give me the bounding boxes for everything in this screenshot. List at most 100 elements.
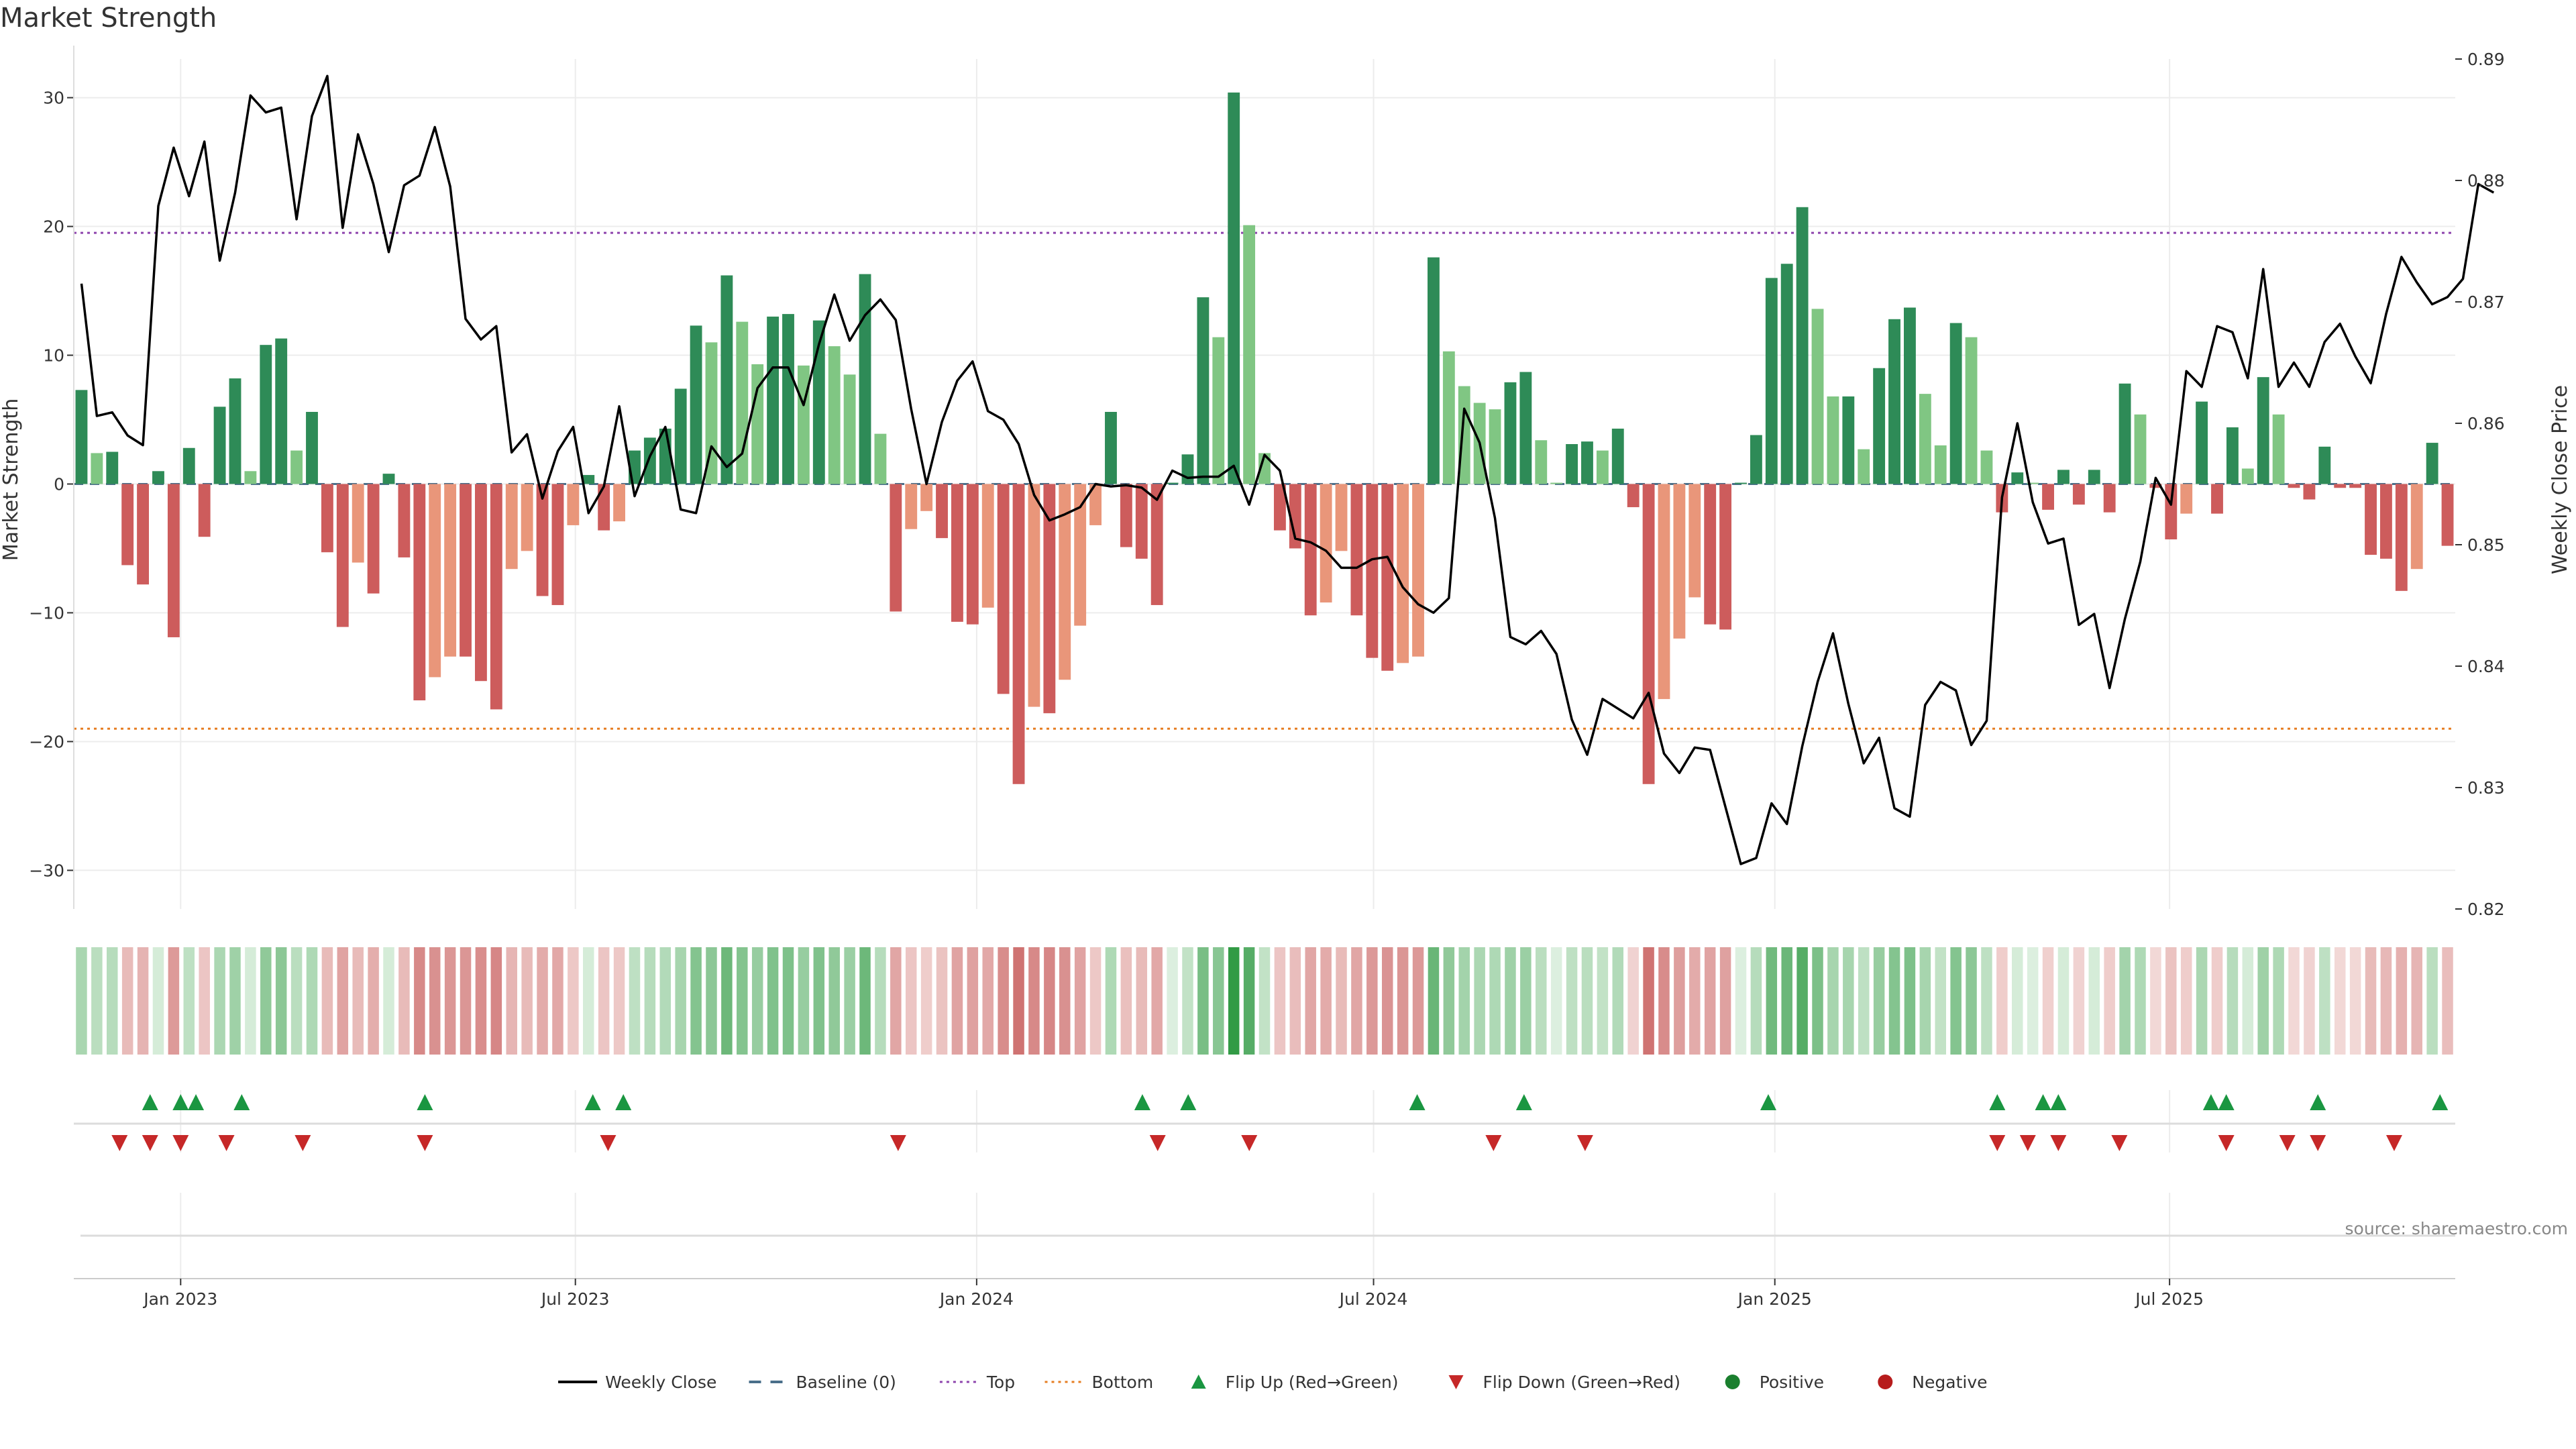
- flip-up-marker: [2432, 1094, 2449, 1110]
- flip-down-marker: [600, 1135, 616, 1151]
- strength-bar: [1842, 396, 1855, 484]
- heat-cell: [751, 947, 763, 1055]
- strength-bar: [1688, 484, 1701, 598]
- strength-bar: [1949, 323, 1962, 484]
- heat-cell: [1044, 947, 1055, 1055]
- heat-cell: [2042, 947, 2054, 1055]
- heat-cell: [121, 947, 133, 1055]
- strength-bar: [398, 484, 411, 557]
- strength-bar: [551, 484, 564, 605]
- strength-bar: [367, 484, 380, 594]
- strength-bar: [1135, 484, 1148, 559]
- strength-bar: [1320, 484, 1332, 603]
- strength-bar: [1412, 484, 1424, 657]
- heat-cell: [2334, 947, 2346, 1055]
- heat-cell: [920, 947, 932, 1055]
- heat-cell: [782, 947, 794, 1055]
- strength-bar: [1519, 372, 1532, 484]
- strength-bar: [290, 450, 303, 484]
- strength-bar: [1150, 484, 1163, 605]
- strength-bars: [75, 92, 2454, 784]
- strength-bar: [2288, 484, 2300, 488]
- strength-bar: [106, 451, 119, 484]
- x-tick-label: Jul 2024: [1338, 1289, 1408, 1309]
- heat-cell: [598, 947, 610, 1055]
- strength-bar: [1658, 484, 1670, 700]
- strength-bar: [981, 484, 994, 608]
- y-tick-label: 20: [43, 217, 64, 237]
- heat-cell: [1397, 947, 1409, 1055]
- heat-cell: [1935, 947, 1946, 1055]
- heat-cell: [306, 947, 318, 1055]
- strength-bar: [1397, 484, 1409, 663]
- heat-cell: [290, 947, 303, 1055]
- heat-cell: [659, 947, 672, 1055]
- heat-cell: [506, 947, 517, 1055]
- legend-label: Baseline (0): [796, 1373, 896, 1392]
- y2-tick-label: 0.82: [2467, 900, 2505, 919]
- strength-bar: [1166, 482, 1179, 484]
- heat-cell: [1643, 947, 1654, 1055]
- heat-cell: [1996, 947, 2008, 1055]
- heat-cell: [2242, 947, 2254, 1055]
- y2-tick-label: 0.84: [2467, 657, 2505, 676]
- heat-cell: [1627, 947, 1639, 1055]
- strength-bar: [1289, 484, 1301, 549]
- strength-bar: [936, 484, 948, 539]
- strength-bar: [613, 484, 625, 522]
- flip-down-marker: [890, 1135, 906, 1151]
- flip-up-marker: [2035, 1094, 2051, 1110]
- heat-cell: [2119, 947, 2131, 1055]
- strength-bar: [2103, 484, 2116, 513]
- heat-cell: [1858, 947, 1870, 1055]
- heat-cell: [721, 947, 733, 1055]
- heat-cell: [859, 947, 871, 1055]
- strength-bar: [2180, 484, 2193, 514]
- y2-tick-label: 0.87: [2467, 292, 2505, 312]
- source-note: source: sharemaestro.com: [2345, 1219, 2569, 1238]
- close-price-polyline: [80, 74, 2495, 865]
- strength-bar: [1858, 449, 1870, 484]
- heat-cell: [1120, 947, 1132, 1055]
- heat-cell: [690, 947, 702, 1055]
- heat-cell: [1796, 947, 1808, 1055]
- strength-bar: [1120, 484, 1132, 547]
- heat-cell: [1074, 947, 1086, 1055]
- legend-item: Top: [939, 1373, 1015, 1392]
- strength-bar: [1873, 368, 1886, 484]
- heat-cell: [2304, 947, 2315, 1055]
- strength-bar: [444, 484, 457, 657]
- strength-bar: [1704, 484, 1717, 625]
- strength-bar: [413, 484, 426, 701]
- y-tick-label: 10: [43, 346, 64, 366]
- strength-bar: [890, 484, 902, 612]
- strength-bar: [1243, 225, 1256, 484]
- strength-bar: [182, 447, 195, 484]
- strength-bar: [152, 471, 164, 484]
- legend-item: Negative: [1878, 1373, 1988, 1392]
- heat-cell: [998, 947, 1009, 1055]
- strength-bar: [2241, 468, 2254, 484]
- heat-cell: [1704, 947, 1716, 1055]
- heat-cell: [1028, 947, 1040, 1055]
- heat-cell: [245, 947, 256, 1055]
- strength-bar: [843, 374, 856, 484]
- heat-cell: [368, 947, 379, 1055]
- strength-bar: [1765, 278, 1778, 484]
- strength-bar: [2072, 484, 2085, 505]
- legend-label: Weekly Close: [605, 1373, 716, 1392]
- heat-cell: [1213, 947, 1224, 1055]
- strength-bar: [382, 474, 395, 484]
- heat-cell: [1320, 947, 1332, 1055]
- strength-bar: [2088, 470, 2100, 484]
- heat-cell: [2349, 947, 2361, 1055]
- heat-cell: [767, 947, 779, 1055]
- strength-bar: [874, 433, 887, 484]
- strength-bar: [1428, 257, 1440, 484]
- heat-cell: [1689, 947, 1701, 1055]
- strength-bar: [505, 484, 518, 570]
- heat-cell: [583, 947, 594, 1055]
- flip-up-marker: [172, 1094, 189, 1110]
- heat-cell: [352, 947, 364, 1055]
- heat-cell: [2396, 947, 2408, 1055]
